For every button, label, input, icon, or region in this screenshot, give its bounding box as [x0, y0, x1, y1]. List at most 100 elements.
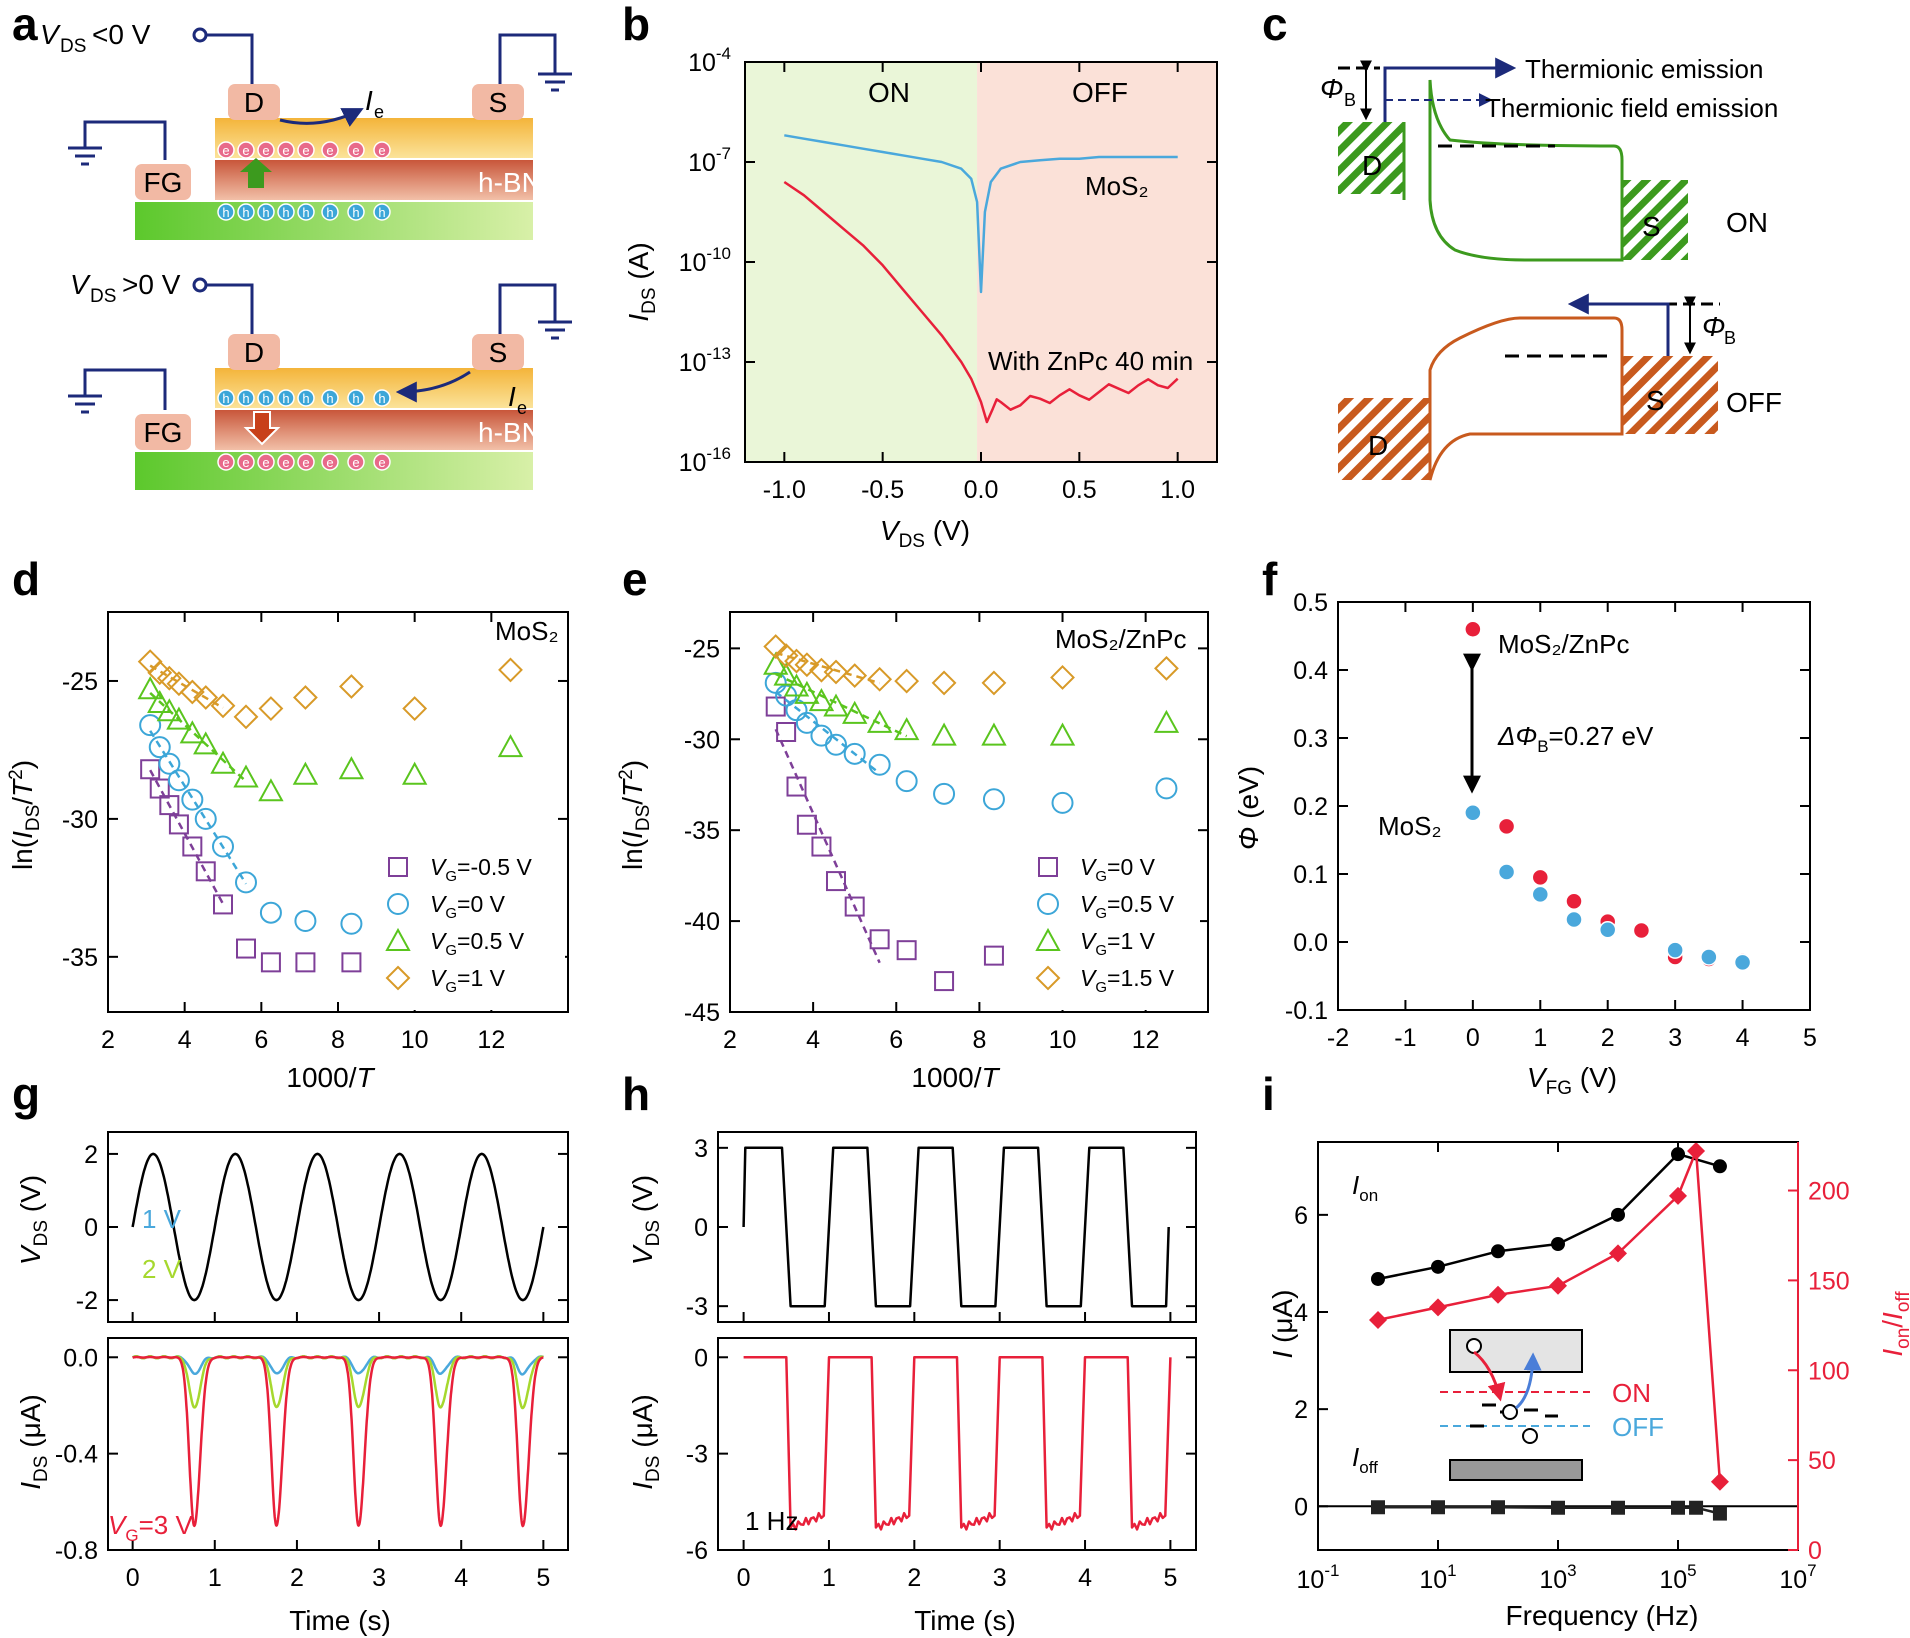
hole-icon	[237, 389, 255, 407]
series-line	[1377, 1152, 1721, 1281]
hole-icon	[257, 389, 275, 407]
hole-symbol: h	[222, 391, 229, 406]
panel-f-chart: -2 -1 0 1 2 3 4 5 -0.1 0.0 0.1 0.2 0.3 0.4 0.5 MoS₂/Zn…	[1233, 589, 1817, 1099]
znpc-label: With ZnPc 40 min	[988, 346, 1193, 376]
y-tick-label: 10-13	[679, 344, 731, 377]
electron-symbol: e	[326, 143, 333, 158]
data-point	[896, 940, 917, 961]
data-point	[212, 835, 234, 858]
legend-marker	[385, 965, 411, 991]
x-tick-label: 8	[331, 1026, 345, 1054]
electron-symbol: e	[262, 143, 269, 158]
electron-symbol: e	[378, 455, 385, 470]
source-contact	[472, 84, 524, 120]
data-point	[1671, 1500, 1685, 1515]
hole-icon	[373, 389, 391, 407]
ie-sub: e	[517, 398, 527, 418]
source-wire	[498, 33, 557, 86]
data-point	[158, 752, 181, 775]
ground-icon	[68, 394, 102, 414]
x-tick-label: 0	[1466, 1024, 1480, 1052]
panel-label-h: h	[622, 1068, 650, 1120]
data-point	[794, 680, 820, 704]
charge-down-arrow	[243, 411, 281, 446]
legend-marker	[1037, 893, 1059, 915]
hbn-label: h-BN	[478, 167, 542, 198]
hole-icon	[277, 203, 295, 221]
vds-symbol: V	[70, 269, 91, 300]
data-point	[1565, 892, 1583, 910]
data-point	[1155, 777, 1178, 800]
fg-label: FG	[144, 167, 183, 198]
y-tick-label: 0.4	[1293, 657, 1328, 685]
data-point	[1609, 1244, 1627, 1263]
y-axis-label-bottom: IDS (μA)	[627, 1394, 664, 1489]
ground-icon	[538, 72, 572, 92]
fit-line	[774, 728, 881, 964]
hole-symbol: h	[352, 391, 359, 406]
data-point	[292, 761, 319, 785]
hole-icon	[297, 389, 315, 407]
data-point	[894, 668, 920, 694]
y-tick-label: 10-16	[679, 444, 731, 477]
hole-icon	[297, 203, 315, 221]
y-tick-label-right: 100	[1808, 1357, 1850, 1385]
panel-label-i: i	[1262, 1068, 1275, 1120]
plot-content	[783, 134, 1179, 424]
data-point	[783, 673, 810, 697]
x-tick-label: 4	[454, 1564, 468, 1592]
electron-symbol: e	[302, 455, 309, 470]
data-point	[810, 724, 833, 747]
legend-marker	[1035, 927, 1061, 951]
legend-label: VG=1 V	[1080, 928, 1156, 959]
data-point	[166, 706, 192, 730]
x-tick-label: 3	[1668, 1024, 1682, 1052]
electron-icon	[217, 453, 235, 471]
vds-top-value: <0 V	[92, 19, 151, 50]
x-axis-label: Time (s)	[289, 1605, 391, 1636]
y-tick-label: 10-10	[679, 244, 731, 277]
data-point	[1733, 953, 1752, 972]
data-point	[1369, 1310, 1387, 1329]
data-point	[981, 670, 1007, 696]
panel-g-chart: 0 1 2 3 4 5 -2 0 2 -0.8 -0.4 0.0 1 V 2 V VG=3 V Tim…	[15, 1131, 569, 1636]
x-tick-label: 5	[1803, 1024, 1817, 1052]
x-tick-label: 0	[737, 1564, 751, 1592]
legend-marker	[387, 893, 409, 915]
conduction-band	[1428, 79, 1624, 262]
electron-flow-arrow	[279, 108, 364, 127]
ie-label: I	[508, 381, 516, 412]
plot-content	[137, 649, 524, 973]
data-point	[795, 711, 818, 734]
data-point	[137, 649, 163, 675]
data-point	[181, 788, 204, 811]
panel-label-g: g	[12, 1068, 40, 1120]
fg-wire	[83, 120, 167, 160]
hole-symbol: h	[222, 205, 229, 220]
legend-marker	[388, 857, 408, 877]
data-point	[258, 778, 284, 802]
y-tick-label: -35	[62, 944, 98, 972]
y-tick-label: -25	[684, 635, 720, 663]
band-on: D S Φ B Thermionic emission Thermionic f…	[1320, 54, 1778, 262]
hole-icon	[237, 203, 255, 221]
axis-ticks: 0 1 2 3 4 5 -3 0 3 -6 -3 0	[686, 1135, 1196, 1592]
y-tick-label: -45	[684, 999, 720, 1027]
inset-schematic: ON OFF	[1440, 1329, 1664, 1481]
data-point	[233, 764, 259, 788]
electron-symbol: e	[326, 455, 333, 470]
legend-marker	[385, 927, 411, 951]
legend-label: VG=-0.5 V	[430, 854, 532, 885]
plot-content	[131, 1152, 545, 1528]
hole-symbol: h	[302, 391, 309, 406]
data-point	[1712, 1506, 1727, 1521]
x-tick-label: 8	[972, 1026, 986, 1054]
y-tick-label-right: 50	[1808, 1447, 1836, 1475]
y-axis-label-top: VDS (V)	[15, 1175, 52, 1265]
ground-icon	[68, 146, 102, 166]
hole-icon	[347, 389, 365, 407]
data-point	[1549, 1276, 1567, 1295]
electron-icon	[373, 453, 391, 471]
data-point	[210, 693, 236, 719]
